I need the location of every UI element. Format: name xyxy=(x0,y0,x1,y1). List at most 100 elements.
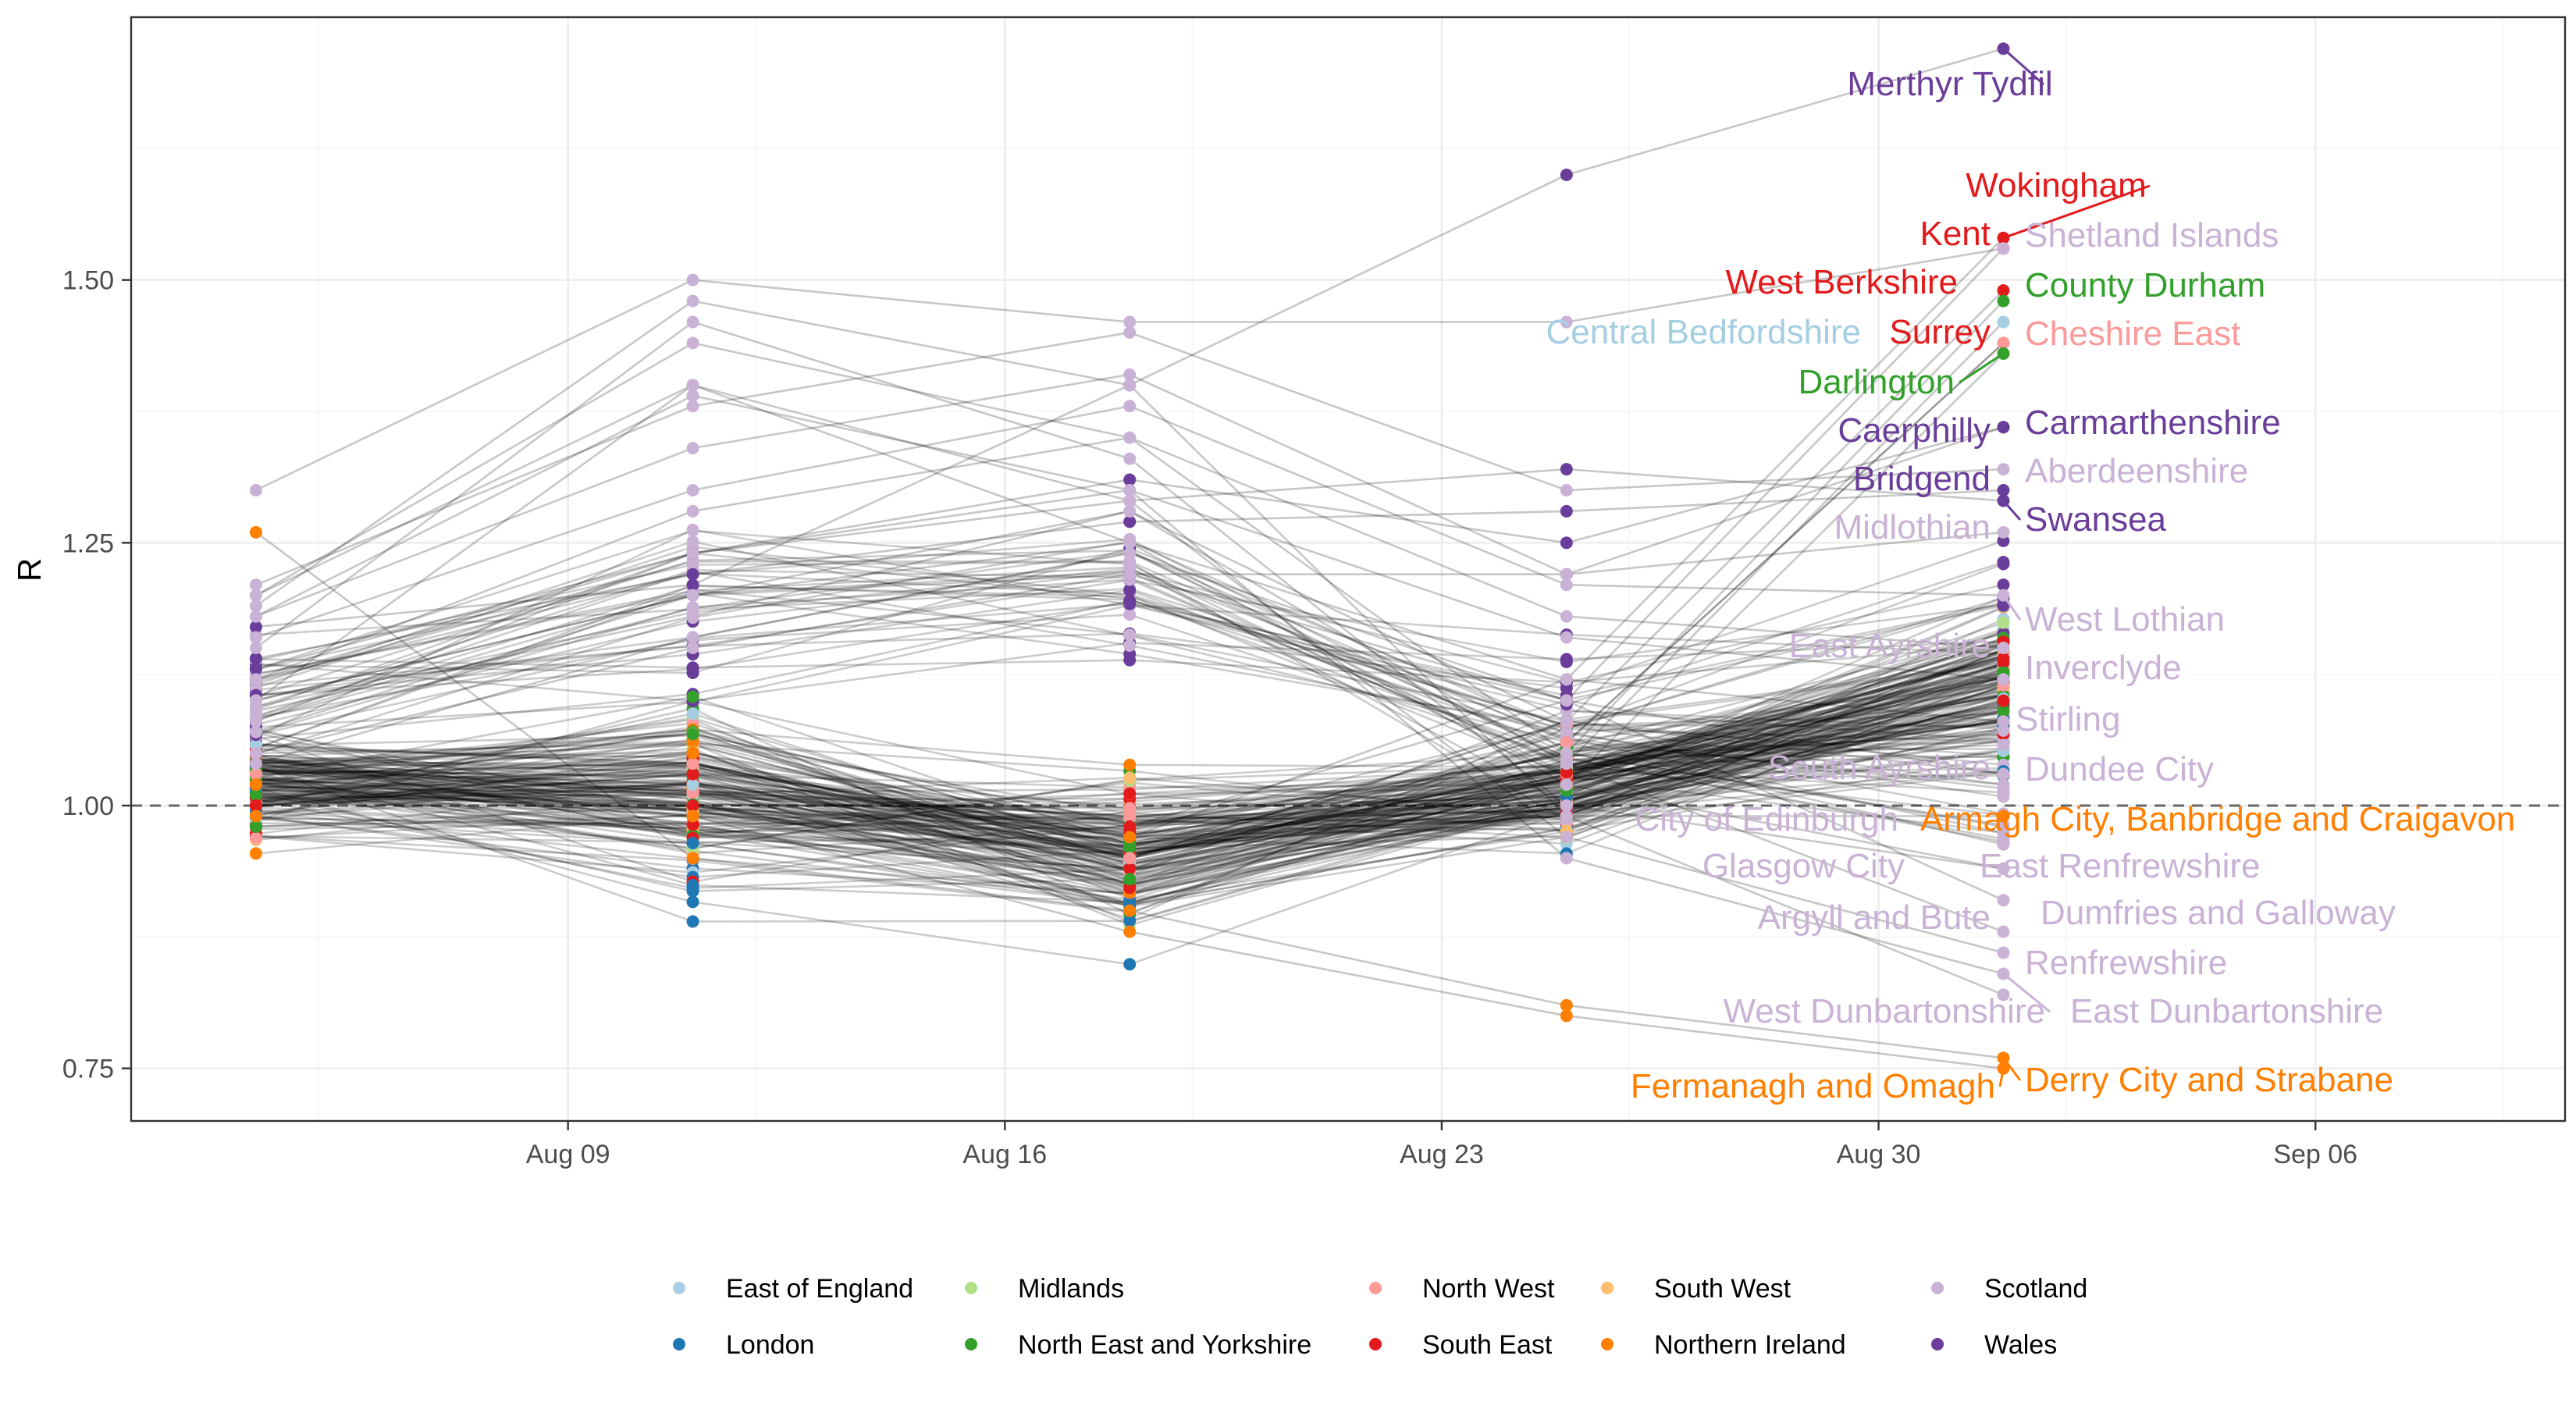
point-181-4 xyxy=(1997,704,2010,717)
point-dundee-city-0 xyxy=(249,704,262,717)
point-surrey-1 xyxy=(686,767,699,781)
leader-fermanagh-and-omagh xyxy=(1998,1068,2005,1087)
point-182-4 xyxy=(1997,694,2010,707)
leader-west-dunbartonshire xyxy=(2002,973,2051,1013)
leader-west-lothian xyxy=(2002,594,2022,621)
point-aberdeenshire-1 xyxy=(686,400,699,413)
y-tick-label-2: 1.25 xyxy=(62,528,114,558)
point-east-renfrewshire-2 xyxy=(1123,452,1137,465)
point-shetland-islands-0 xyxy=(249,484,262,496)
point-dumfries-and-galloway-2 xyxy=(1123,546,1137,560)
point-153-4 xyxy=(1997,616,2010,629)
point-189-4 xyxy=(1997,556,2010,569)
legend-key-london xyxy=(673,1338,685,1350)
legend-key-north-east-and-yorkshire xyxy=(965,1338,977,1350)
legend-key-wales xyxy=(1931,1338,1944,1350)
point-fermanagh-and-omagh-0 xyxy=(249,778,262,792)
y-axis-title: R xyxy=(11,558,48,582)
point-west-dunbartonshire-1 xyxy=(686,389,699,402)
point-cheshire-east-3 xyxy=(1560,736,1573,749)
x-tick-label-1: Aug 16 xyxy=(962,1140,1047,1169)
point-fermanagh-and-omagh-1 xyxy=(686,809,699,823)
point-renfrewshire-3 xyxy=(1560,831,1573,844)
point-185-2 xyxy=(1123,556,1137,569)
label-south-ayrshire: South Ayrshire xyxy=(1768,749,1991,787)
label-dumfries-and-galloway: Dumfries and Galloway xyxy=(2041,894,2396,932)
point-129-1 xyxy=(686,661,699,674)
label-shetland-islands: Shetland Islands xyxy=(2025,216,2279,254)
point-east-renfrewshire-0 xyxy=(249,642,262,654)
label-aberdeenshire: Aberdeenshire xyxy=(2025,452,2248,490)
point-shetland-islands-3 xyxy=(1560,315,1573,329)
point-178-1 xyxy=(686,600,699,614)
legend-key-south-west xyxy=(1601,1282,1614,1294)
label-west-dunbartonshire: West Dunbartonshire xyxy=(1724,992,2046,1030)
legend-label-northern-ireland: Northern Ireland xyxy=(1654,1330,1846,1360)
legend-label-east-of-england: East of England xyxy=(726,1274,913,1304)
minor-gridlines xyxy=(131,17,2565,1121)
point-renfrewshire-1 xyxy=(686,379,699,392)
point-164-2 xyxy=(1123,628,1137,642)
point-county-durham-2 xyxy=(1123,841,1137,854)
legend-key-northern-ireland xyxy=(1601,1338,1614,1350)
x-axis: Aug 09 Aug 16 Aug 23 Aug 30 Sep 06 xyxy=(526,1121,2357,1169)
point-midlothian-3 xyxy=(1560,568,1573,581)
label-merthyr-tydfil: Merthyr Tydfil xyxy=(1847,65,2052,103)
point-west-lothian-0 xyxy=(249,631,262,644)
point-south-ayrshire-0 xyxy=(249,746,262,760)
label-cheshire-east: Cheshire East xyxy=(2025,315,2240,353)
legend-label-south-east: South East xyxy=(1422,1330,1553,1360)
point-east-renfrewshire-1 xyxy=(686,315,699,329)
y-axis: 0.75 1.00 1.25 1.50 xyxy=(62,266,131,1084)
point-city-of-edinburgh-1 xyxy=(686,336,699,350)
point-111-2 xyxy=(1123,758,1137,771)
legend-label-north-east-and-yorkshire: North East and Yorkshire xyxy=(1018,1330,1311,1360)
point-armagh-city-banbridge-and-craigavon-2 xyxy=(1123,831,1137,844)
point-aberdeenshire-3 xyxy=(1560,484,1573,496)
point-stirling-3 xyxy=(1560,673,1573,686)
point-dundee-city-4 xyxy=(1997,767,2010,781)
label-darlington: Darlington xyxy=(1798,363,1955,401)
legend-label-midlands: Midlands xyxy=(1018,1274,1124,1304)
y-tick-label-3: 1.50 xyxy=(62,266,114,296)
leader-merthyr-tydfil xyxy=(2002,48,2044,86)
label-central-bedfordshire: Central Bedfordshire xyxy=(1546,313,1861,351)
point-west-dunbartonshire-0 xyxy=(249,610,262,623)
point-bridgend-0 xyxy=(249,652,262,665)
label-midlothian: Midlothian xyxy=(1834,508,1991,546)
point-shetland-islands-4 xyxy=(1997,242,2010,255)
point-swansea-3 xyxy=(1560,463,1573,476)
legend-key-midlands xyxy=(965,1282,977,1294)
label-armagh-city-banbridge-and-craigavon: Armagh City, Banbridge and Craigavon xyxy=(1920,800,2515,838)
point-west-berkshire-1 xyxy=(686,799,699,812)
leader-darlington xyxy=(1959,352,2005,384)
point-central-bedfordshire-4 xyxy=(1997,315,2010,329)
point-cheshire-east-4 xyxy=(1997,336,2010,350)
point-merthyr-tydfil-1 xyxy=(686,578,699,592)
label-bridgend: Bridgend xyxy=(1853,460,1991,498)
label-swansea: Swansea xyxy=(2025,500,2167,539)
point-187-2 xyxy=(1123,787,1137,800)
legend-key-scotland xyxy=(1931,1282,1944,1294)
label-glasgow-city: Glasgow City xyxy=(1703,847,1905,885)
point-central-bedfordshire-1 xyxy=(686,778,699,792)
point-dumfries-and-galloway-3 xyxy=(1560,694,1573,707)
point-west-lothian-3 xyxy=(1560,578,1573,592)
point-165-1 xyxy=(686,915,699,928)
point-east-ayrshire-4 xyxy=(1997,642,2010,654)
point-dundee-city-1 xyxy=(686,610,699,623)
point-renfrewshire-0 xyxy=(249,589,262,602)
point-inverclyde-4 xyxy=(1997,673,2010,686)
point-carmarthenshire-4 xyxy=(1997,421,2010,434)
point-argyll-and-bute-2 xyxy=(1123,504,1137,518)
point-surrey-0 xyxy=(249,799,262,812)
point-165-2 xyxy=(1123,914,1137,927)
leader-wokingham xyxy=(2002,184,2151,240)
x-tick-label-2: Aug 23 xyxy=(1400,1140,1484,1169)
point-derry-city-and-strabane-0 xyxy=(249,525,262,539)
point-inverclyde-1 xyxy=(686,546,699,560)
label-renfrewshire: Renfrewshire xyxy=(2025,944,2227,982)
point-surrey-2 xyxy=(1123,862,1137,875)
